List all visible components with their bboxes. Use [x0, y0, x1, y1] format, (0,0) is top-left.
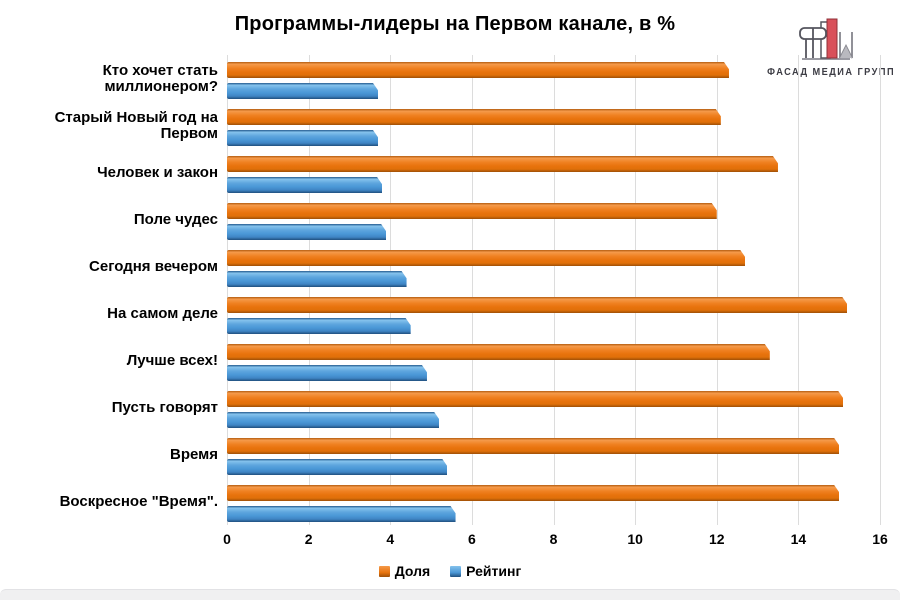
category-label: Лучше всех! — [126, 351, 218, 369]
rating-value-label: 3,8 — [390, 176, 411, 194]
legend-swatch-icon — [450, 565, 462, 577]
rating-value-label: 4,4 — [414, 270, 436, 288]
gridline — [635, 55, 637, 525]
gridline — [308, 55, 310, 525]
chart-row: 12,3 3,7 — [227, 55, 880, 102]
category-label: На самом деле — [107, 304, 218, 322]
chart-row: 15 5,6 — [227, 478, 880, 525]
rating-value-label: 5,6 — [463, 505, 485, 523]
share-value-label: 12 — [724, 202, 742, 220]
share-value-label: 13,3 — [777, 343, 807, 361]
share-value-label: 15 — [847, 484, 864, 502]
share-bar: 15 — [227, 438, 839, 454]
share-bar: 12,3 — [227, 62, 729, 78]
rating-value-label: 4,5 — [418, 317, 440, 335]
x-tick-label: 12 — [708, 531, 725, 547]
x-tick-label: 2 — [304, 531, 313, 547]
category-label: Поле чудес — [133, 210, 218, 228]
share-value-label: 12,3 — [736, 61, 767, 79]
rating-value-label: 3,9 — [394, 223, 416, 241]
rating-bar: 5,4 — [227, 459, 447, 475]
category-label: Кто хочет стать миллионером? — [102, 61, 218, 95]
rating-bar: 5,6 — [227, 506, 456, 522]
share-value-label: 12,1 — [728, 108, 759, 126]
share-bar: 15 — [227, 485, 839, 501]
rating-bar: 4,5 — [227, 318, 411, 334]
x-tick-label: 10 — [627, 531, 643, 547]
gridline — [798, 55, 800, 525]
x-tick-label: 6 — [467, 531, 476, 547]
gridline — [227, 55, 228, 525]
chart-row: 15 5,4 — [227, 431, 880, 478]
company-logo: ФАСАД МЕДИА ГРУПП — [762, 14, 896, 78]
share-bar: 12 — [227, 203, 717, 219]
chart-row: 12,1 3,7 — [227, 102, 880, 149]
category-label: Старый Новый год на Первом — [54, 108, 218, 142]
category-label: Сегодня вечером — [89, 257, 218, 275]
category-label: Пусть говорят — [111, 398, 218, 416]
rating-bar: 4,9 — [227, 365, 427, 381]
x-tick-label: 4 — [386, 531, 395, 547]
rating-value-label: 3,7 — [386, 129, 407, 147]
logo-icon — [799, 18, 853, 60]
x-tick-label: 8 — [549, 531, 558, 547]
chart-title: Программы-лидеры на Первом канале, в % — [234, 13, 676, 35]
x-axis: 0 2 4 6 8 10 12 14 16 — [223, 531, 888, 551]
gridline — [471, 55, 473, 525]
logo-text: ФАСАД МЕДИА ГРУПП — [767, 67, 896, 78]
rating-bar: 3,7 — [227, 130, 378, 146]
rating-value-label: 5,2 — [447, 411, 469, 429]
gridline — [390, 55, 392, 525]
rating-value-label: 4,9 — [434, 364, 456, 382]
share-bar: 13,3 — [227, 344, 770, 360]
rating-bar: 4,4 — [227, 271, 407, 287]
share-value-label: 15,1 — [851, 390, 881, 408]
legend-item-rating: Рейтинг — [450, 563, 521, 579]
x-tick-label: 0 — [223, 531, 231, 547]
gridline — [716, 55, 718, 525]
share-value-label: 15 — [847, 437, 864, 455]
chart-row: 12,7 4,4 — [227, 243, 880, 290]
category-label: Время — [170, 445, 218, 463]
rating-bar: 5,2 — [227, 412, 439, 428]
chart-row: 13,5 3,8 — [227, 149, 880, 196]
rating-value-label: 3,7 — [386, 82, 407, 100]
rating-value-label: 5,4 — [455, 458, 477, 476]
share-value-label: 12,7 — [753, 249, 783, 267]
rating-bar: 3,8 — [227, 177, 382, 193]
legend: Доля Рейтинг — [0, 560, 900, 582]
share-bar: 15,2 — [227, 297, 847, 313]
chart-row: 15,2 4,5 — [227, 290, 880, 337]
legend-item-share: Доля — [378, 563, 431, 579]
rating-bar: 3,7 — [227, 83, 378, 99]
gridline — [880, 55, 881, 525]
legend-swatch-icon — [378, 565, 390, 577]
share-value-label: 13,5 — [785, 155, 816, 173]
x-tick-label: 14 — [790, 531, 807, 547]
share-bar: 12,7 — [227, 250, 745, 266]
legend-label: Рейтинг — [466, 563, 522, 579]
gridline — [553, 55, 555, 525]
rating-bar: 3,9 — [227, 224, 386, 240]
footer-strip — [0, 589, 900, 600]
legend-label: Доля — [394, 563, 431, 579]
chart-row: 15,1 5,2 — [227, 384, 880, 431]
chart-row: 12 3,9 — [227, 196, 880, 243]
x-tick-label: 16 — [872, 531, 888, 547]
share-bar: 12,1 — [227, 109, 721, 125]
category-label: Человек и закон — [97, 163, 218, 181]
category-label: Воскресное "Время". — [59, 492, 218, 510]
share-bar: 13,5 — [227, 156, 778, 172]
plot-area: 12,3 3,7 12,1 3,7 13,5 3,8 12 3,9 12,7 4,4 15,2 4,5… — [227, 55, 880, 525]
chart-row: 13,3 4,9 — [227, 337, 880, 384]
share-bar: 15,1 — [227, 391, 843, 407]
